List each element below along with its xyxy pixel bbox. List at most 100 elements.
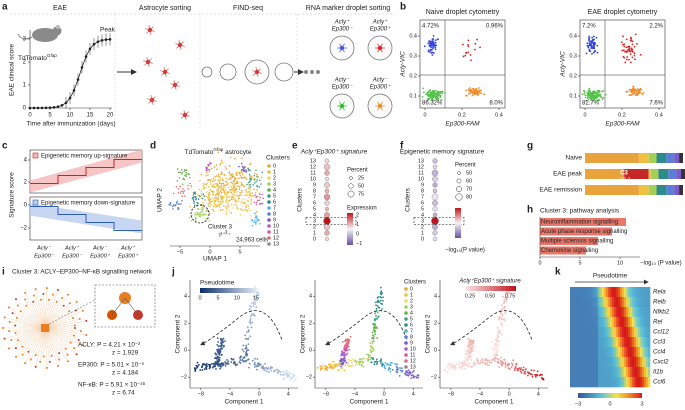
trajectory-cell bbox=[375, 304, 377, 307]
tick-label: 10 bbox=[418, 176, 424, 182]
droplet-point bbox=[625, 46, 628, 49]
trajectory-cell bbox=[498, 366, 500, 368]
droplet-point bbox=[422, 91, 425, 94]
trajectory-cell bbox=[236, 363, 239, 366]
trajectory-cell bbox=[510, 362, 513, 365]
heatmap-cell bbox=[644, 377, 647, 388]
heatmap-cell bbox=[584, 287, 587, 298]
heatmap-cell bbox=[604, 377, 607, 388]
heatmap-cell bbox=[576, 327, 579, 338]
axis-label: Clusters bbox=[297, 187, 304, 212]
legend-dot bbox=[267, 176, 271, 180]
heatmap-cell bbox=[606, 377, 609, 388]
umap-point bbox=[192, 196, 195, 199]
mouse-tail bbox=[17, 33, 33, 40]
heatmap-cell bbox=[570, 367, 573, 378]
droplet-point bbox=[586, 91, 589, 94]
trajectory-cell bbox=[380, 358, 383, 360]
network-node bbox=[48, 360, 51, 363]
trajectory-cell bbox=[454, 364, 457, 367]
astrocyte bbox=[145, 59, 151, 65]
pathway-bar bbox=[540, 218, 626, 226]
trajectory-cell bbox=[489, 361, 491, 363]
umap-point bbox=[211, 180, 214, 183]
trajectory-cell bbox=[377, 296, 380, 298]
heatmap-cell bbox=[622, 297, 625, 308]
heatmap-cell bbox=[570, 297, 573, 308]
umap-point bbox=[260, 176, 263, 179]
bar-segment bbox=[674, 185, 680, 195]
heatmap-cell bbox=[608, 337, 611, 348]
trajectory-cell bbox=[374, 329, 376, 332]
axis-label: Component 1 bbox=[349, 399, 388, 406]
trajectory-cell bbox=[289, 373, 292, 375]
trajectory-cell bbox=[389, 361, 392, 364]
umap-point bbox=[256, 199, 259, 202]
droplet-point bbox=[590, 45, 593, 48]
line bbox=[33, 301, 46, 329]
umap-point bbox=[199, 179, 201, 182]
heatmap-cell bbox=[630, 307, 633, 318]
heatmap-cell bbox=[628, 367, 631, 378]
label: 2 bbox=[273, 175, 276, 181]
trajectory-cell bbox=[348, 339, 351, 342]
umap-point bbox=[217, 196, 220, 199]
trajectory-cell bbox=[249, 319, 252, 322]
label: 8.0% bbox=[489, 101, 503, 107]
umap-point bbox=[248, 173, 251, 176]
trajectory-cell bbox=[452, 366, 454, 369]
droplet-point bbox=[586, 95, 589, 97]
trajectory-cell bbox=[497, 329, 500, 332]
inset-box bbox=[94, 284, 156, 328]
mouse bbox=[32, 28, 58, 42]
trajectory-cell bbox=[242, 360, 245, 363]
umap-point bbox=[222, 205, 225, 207]
umap-point bbox=[217, 194, 219, 197]
heatmap-cell bbox=[606, 317, 609, 328]
label: 1 bbox=[356, 222, 359, 228]
umap-point bbox=[213, 185, 215, 188]
droplet-point bbox=[630, 47, 633, 50]
trajectory-cell bbox=[205, 364, 208, 367]
trajectory-cell bbox=[234, 364, 237, 367]
droplet-point bbox=[588, 35, 591, 38]
trajectory-cell bbox=[252, 305, 255, 308]
label: 5 bbox=[216, 295, 219, 301]
droplet-point bbox=[636, 94, 639, 96]
heatmap-cell bbox=[588, 297, 591, 308]
trajectory-cell bbox=[476, 361, 479, 364]
droplet bbox=[274, 62, 294, 82]
trajectory-cell bbox=[383, 365, 386, 367]
size-legend bbox=[456, 178, 462, 184]
heatmap-cell bbox=[620, 377, 623, 388]
legend-dot bbox=[267, 164, 271, 168]
network-node bbox=[25, 304, 28, 307]
umap-point bbox=[242, 209, 245, 212]
umap-point bbox=[211, 208, 213, 211]
umap-point bbox=[244, 198, 247, 201]
droplet-point bbox=[483, 93, 486, 96]
line bbox=[4, 317, 46, 329]
umap-point bbox=[220, 233, 223, 236]
network-node bbox=[34, 354, 37, 357]
trajectory-cell bbox=[401, 367, 403, 370]
heatmap-cell bbox=[626, 327, 629, 338]
trajectory-cell bbox=[413, 375, 415, 378]
trajectory-cell bbox=[481, 359, 484, 362]
heatmap-cell bbox=[576, 337, 579, 348]
heatmap-cell bbox=[572, 327, 575, 338]
heatmap-cell bbox=[570, 307, 573, 318]
trajectory-cell bbox=[208, 367, 211, 370]
trajectory-cell bbox=[348, 348, 350, 351]
line bbox=[44, 327, 50, 362]
umap-point bbox=[238, 173, 241, 175]
tick-label: 4 bbox=[434, 294, 437, 300]
trajectory-cell bbox=[447, 364, 449, 367]
network-node bbox=[21, 353, 24, 356]
trajectory-cell bbox=[500, 304, 503, 307]
label: 7.2% bbox=[582, 24, 596, 30]
umap-point bbox=[228, 164, 230, 167]
trajectory-cell bbox=[377, 299, 380, 302]
heatmap-cell bbox=[630, 327, 633, 338]
umap-point bbox=[248, 196, 250, 199]
